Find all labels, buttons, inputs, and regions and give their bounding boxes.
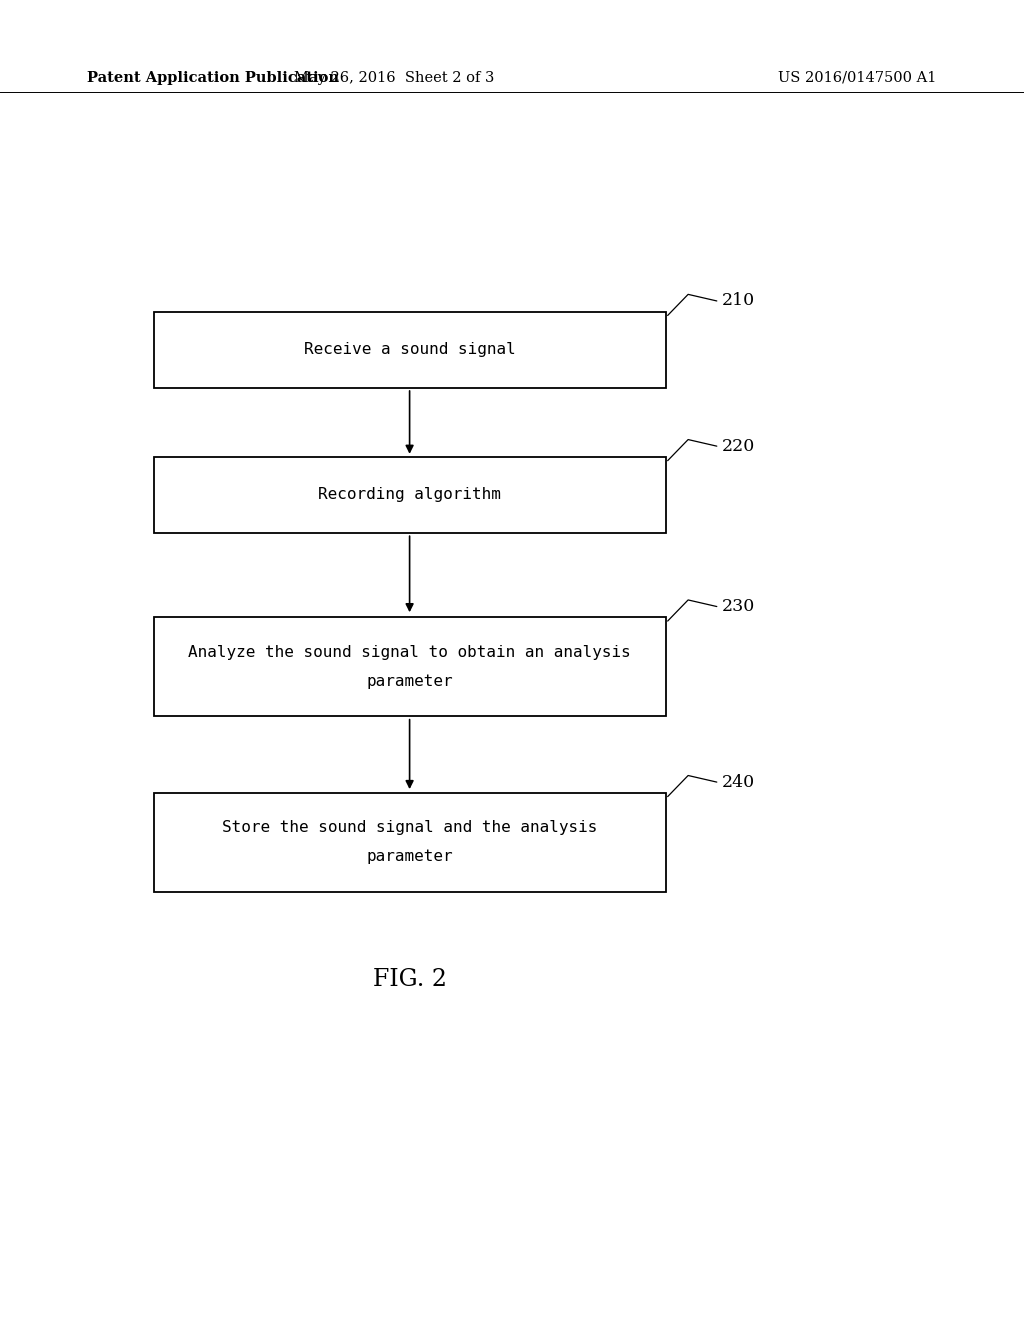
Text: Recording algorithm: Recording algorithm (318, 487, 501, 503)
Text: 240: 240 (722, 774, 755, 791)
Text: parameter: parameter (367, 673, 453, 689)
Bar (154, 312, 666, 388)
Bar (154, 618, 666, 715)
Text: parameter: parameter (367, 849, 453, 865)
Text: US 2016/0147500 A1: US 2016/0147500 A1 (778, 71, 937, 84)
Text: May 26, 2016  Sheet 2 of 3: May 26, 2016 Sheet 2 of 3 (294, 71, 495, 84)
Text: Patent Application Publication: Patent Application Publication (87, 71, 339, 84)
Text: Store the sound signal and the analysis: Store the sound signal and the analysis (222, 820, 597, 836)
Text: Analyze the sound signal to obtain an analysis: Analyze the sound signal to obtain an an… (188, 644, 631, 660)
Text: 220: 220 (722, 438, 755, 454)
Text: FIG. 2: FIG. 2 (373, 968, 446, 991)
Text: 210: 210 (722, 293, 755, 309)
Text: 230: 230 (722, 598, 755, 615)
Bar (154, 457, 666, 533)
Text: Receive a sound signal: Receive a sound signal (304, 342, 515, 358)
Bar (154, 792, 666, 892)
